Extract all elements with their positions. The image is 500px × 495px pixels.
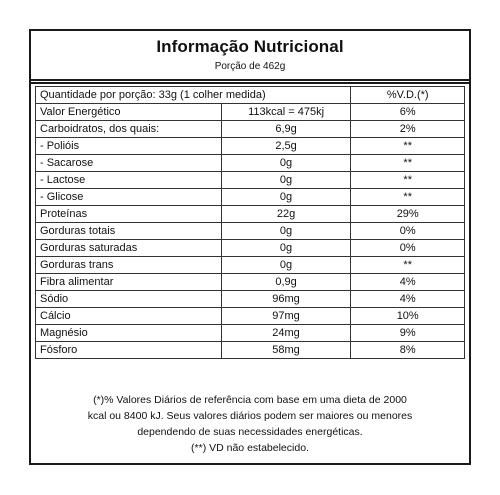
nutrient-amount: 0g	[220, 222, 352, 240]
label-title: Informação Nutricional	[156, 37, 344, 56]
table-row: Valor Energético 113kcal = 475kj 6%	[35, 103, 465, 121]
nutrient-name: Magnésio	[35, 324, 222, 342]
nutrient-amount: 113kcal = 475kj	[220, 103, 352, 121]
nutrient-daily-value: 0%	[350, 222, 465, 240]
header-divider-top	[31, 79, 469, 81]
nutrient-daily-value: **	[350, 154, 465, 172]
nutrient-name: Cálcio	[35, 307, 222, 325]
table-row: - Glicose 0g **	[35, 188, 465, 206]
nutrient-daily-value: 0%	[350, 239, 465, 257]
table-row: Magnésio 24mg 9%	[35, 324, 465, 342]
table-row: - Lactose 0g **	[35, 171, 465, 189]
nutrient-name: Fibra alimentar	[35, 273, 222, 291]
nutrient-name: Valor Energético	[35, 103, 222, 121]
footnote-line: kcal ou 8400 kJ. Seus valores diários po…	[87, 410, 413, 422]
nutrient-name: - Lactose	[35, 171, 222, 189]
nutrient-name: - Glicose	[35, 188, 222, 206]
footnote-line: (*)% Valores Diários de referência com b…	[93, 394, 407, 406]
nutrient-amount: 0g	[220, 188, 352, 206]
nutrient-daily-value: **	[350, 188, 465, 206]
nutrient-name: Carboidratos, dos quais:	[35, 120, 222, 138]
nutrient-amount: 24mg	[220, 324, 352, 342]
nutrient-daily-value: 9%	[350, 324, 465, 342]
table-row: Carboidratos, dos quais: 6,9g 2%	[35, 120, 465, 138]
nutrient-amount: 0g	[220, 239, 352, 257]
nutrient-amount: 2,5g	[220, 137, 352, 155]
table-row: Fósforo 58mg 8%	[35, 341, 465, 359]
nutrient-daily-value: 29%	[350, 205, 465, 223]
table-row: Gorduras trans 0g **	[35, 256, 465, 274]
serving-quantity-header: Quantidade por porção: 33g (1 colher med…	[34, 86, 352, 104]
nutrient-daily-value: **	[350, 171, 465, 189]
nutrient-amount: 6,9g	[220, 120, 352, 138]
footnote-line: dependendo de suas necessidades energéti…	[137, 426, 363, 438]
portion-size: Porção de 462g	[214, 61, 286, 72]
nutrient-amount: 0g	[220, 256, 352, 274]
label-header: Informação Nutricional Porção de 462g	[31, 31, 469, 79]
nutrient-name: Gorduras totais	[35, 222, 222, 240]
table-row: - Sacarose 0g **	[35, 154, 465, 172]
table-row: Proteínas 22g 29%	[35, 205, 465, 223]
nutrient-name: - Polióis	[35, 137, 222, 155]
table-header-row: Quantidade por porção: 33g (1 colher med…	[34, 86, 465, 104]
nutrient-amount: 0,9g	[220, 273, 352, 291]
nutrient-name: Proteínas	[35, 205, 222, 223]
footnote-line: (**) VD não estabelecido.	[191, 442, 309, 454]
nutrition-facts-label: Informação Nutricional Porção de 462g Qu…	[29, 29, 471, 465]
nutrient-daily-value: 10%	[350, 307, 465, 325]
nutrient-name: Gorduras trans	[35, 256, 222, 274]
nutrient-daily-value: 2%	[350, 120, 465, 138]
nutrient-daily-value: 4%	[350, 273, 465, 291]
table-row: Gorduras totais 0g 0%	[35, 222, 465, 240]
nutrient-amount: 96mg	[220, 290, 352, 308]
table-row: Sódio 96mg 4%	[35, 290, 465, 308]
nutrient-name: Gorduras saturadas	[35, 239, 222, 257]
nutrient-daily-value: 4%	[350, 290, 465, 308]
header-divider-bottom	[31, 82, 469, 84]
nutrient-amount: 0g	[220, 171, 352, 189]
table-row: Gorduras saturadas 0g 0%	[35, 239, 465, 257]
nutrient-daily-value: 8%	[350, 341, 465, 359]
nutrient-name: - Sacarose	[35, 154, 222, 172]
daily-value-header: %V.D.(*)	[350, 86, 465, 104]
table-row: Cálcio 97mg 10%	[35, 307, 465, 325]
nutrient-name: Fósforo	[35, 341, 222, 359]
nutrient-amount: 22g	[220, 205, 352, 223]
footnote: (*)% Valores Diários de referência com b…	[31, 392, 469, 456]
nutrient-amount: 97mg	[220, 307, 352, 325]
nutrient-amount: 0g	[220, 154, 352, 172]
table-row: Fibra alimentar 0,9g 4%	[35, 273, 465, 291]
nutrient-daily-value: 6%	[350, 103, 465, 121]
nutrient-amount: 58mg	[220, 341, 352, 359]
nutrient-daily-value: **	[350, 137, 465, 155]
nutrient-daily-value: **	[350, 256, 465, 274]
nutrition-table: Quantidade por porção: 33g (1 colher med…	[34, 86, 465, 359]
nutrient-name: Sódio	[35, 290, 222, 308]
table-row: - Polióis 2,5g **	[35, 137, 465, 155]
